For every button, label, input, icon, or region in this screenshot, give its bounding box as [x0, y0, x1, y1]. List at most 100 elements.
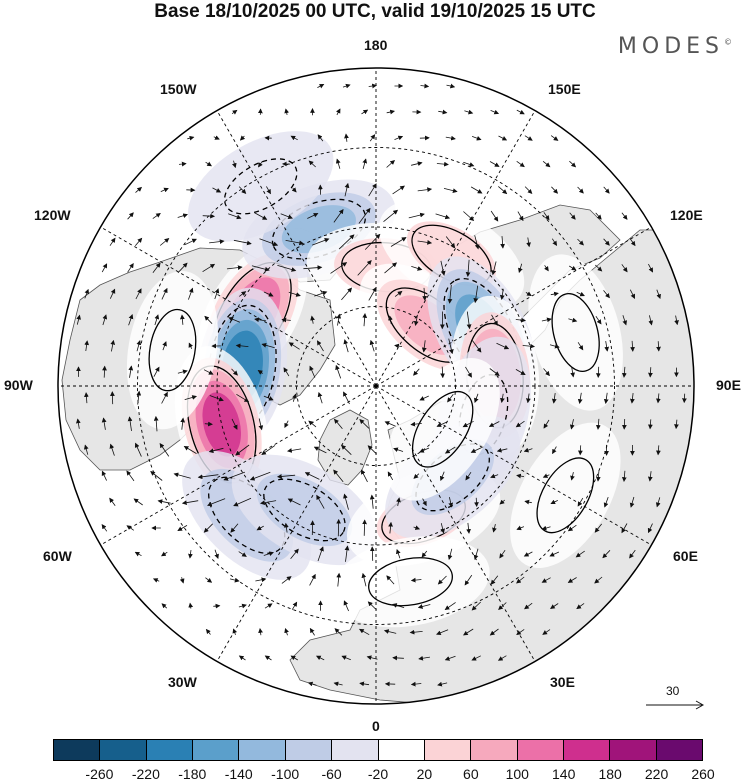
colorbar-tick-label: -20	[367, 766, 389, 782]
wind-arrow	[490, 473, 499, 479]
wind-arrow	[369, 134, 376, 142]
wind-arrow	[258, 418, 264, 431]
wind-arrow	[630, 340, 635, 352]
wind-arrow	[364, 233, 381, 250]
wind-arrow	[314, 290, 328, 297]
wind-arrow	[464, 109, 474, 115]
wind-arrow	[133, 498, 143, 506]
height-contour-line	[368, 557, 453, 607]
wind-arrow	[238, 186, 247, 194]
colorbar-cell	[238, 740, 285, 760]
wind-arrow	[263, 551, 274, 557]
wind-arrow	[674, 419, 679, 430]
meridian-line	[100, 226, 377, 387]
wind-arrow	[383, 209, 399, 223]
wind-arrow	[603, 496, 609, 508]
wind-arrow	[161, 287, 168, 300]
wind-arrow	[152, 212, 161, 219]
wind-arrow	[153, 415, 159, 432]
wind-arrow	[498, 135, 508, 141]
wind-arrow	[239, 291, 247, 297]
wind-arrow	[335, 158, 341, 169]
wind-arrow	[489, 161, 500, 167]
positive-anomaly-contour	[126, 270, 218, 430]
wind-arrow	[359, 681, 370, 687]
wind-arrow	[648, 263, 653, 273]
colorbar-tick-label: 20	[416, 766, 433, 782]
wind-arrow	[303, 265, 323, 271]
wind-arrow	[236, 393, 250, 403]
wind-arrow	[603, 238, 610, 246]
wind-arrow	[136, 340, 142, 352]
wind-arrow	[383, 629, 397, 634]
meridian-line	[375, 385, 536, 662]
wind-arrow	[154, 314, 160, 326]
wind-arrow	[682, 393, 687, 404]
wind-arrow	[516, 473, 525, 479]
wind-arrow	[515, 369, 526, 375]
wind-arrow	[290, 548, 299, 560]
wind-arrow	[448, 338, 454, 355]
wind-arrow	[647, 471, 653, 482]
wind-arrow	[109, 288, 116, 299]
wind-arrow	[152, 262, 161, 273]
wind-arrow	[260, 500, 277, 506]
wind-arrow	[235, 343, 249, 349]
wind-arrow	[368, 286, 377, 301]
wind-arrow	[128, 314, 134, 326]
wind-arrow	[258, 160, 263, 168]
wind-arrow	[336, 572, 342, 587]
wind-arrow	[344, 133, 349, 142]
wind-arrow	[284, 627, 289, 636]
polar-map	[57, 67, 695, 705]
wind-arrow	[498, 186, 508, 195]
wind-arrow	[254, 212, 268, 220]
colorbar-cell	[192, 740, 239, 760]
colorbar-tick-label: 100	[505, 766, 529, 782]
wind-arrow	[367, 601, 377, 611]
lon-label-60w: 60W	[43, 548, 72, 564]
height-contour-line	[551, 293, 600, 372]
colorbar-cell	[609, 740, 656, 760]
wind-arrow	[410, 681, 422, 687]
graticule	[58, 68, 694, 704]
colorbar-cell	[655, 740, 703, 760]
wind-arrow	[263, 395, 274, 401]
wind-arrow	[569, 160, 577, 168]
wind-arrow	[549, 343, 560, 349]
wind-arrow	[604, 341, 610, 352]
wind-arrow	[249, 471, 271, 481]
wind-arrow	[474, 393, 479, 403]
wind-arrow	[150, 471, 163, 481]
meridian-line	[375, 110, 536, 387]
wind-arrow	[413, 314, 419, 326]
wind-arrow	[307, 681, 317, 687]
meridian-line	[100, 385, 377, 546]
wind-arrow	[366, 655, 378, 661]
wind-arrow	[595, 366, 601, 378]
wind-arrow	[126, 470, 135, 482]
wind-arrow	[473, 548, 479, 560]
colorbar-cell	[562, 740, 610, 760]
wind-arrow	[127, 416, 133, 431]
wind-arrow	[361, 572, 367, 587]
wind-arrow	[127, 263, 134, 273]
wind-arrow	[603, 290, 610, 299]
wind-arrow	[387, 471, 394, 481]
colorbar-tick-label: -180	[178, 766, 207, 782]
wind-arrow	[444, 602, 456, 611]
wind-arrow	[465, 471, 472, 481]
wind-arrow	[567, 577, 577, 583]
wind-arrow	[281, 317, 291, 323]
wind-arrow	[209, 239, 225, 244]
wind-arrow	[127, 212, 134, 220]
wind-arrow	[594, 523, 603, 533]
lon-label-30e: 30E	[550, 674, 575, 690]
wind-arrow	[445, 135, 456, 141]
wind-arrow	[630, 393, 635, 404]
wind-arrow	[392, 603, 405, 608]
wind-arrow	[436, 629, 449, 636]
wind-arrow	[361, 469, 368, 483]
wind-arrow	[177, 369, 188, 375]
wind-arrow	[291, 187, 297, 193]
